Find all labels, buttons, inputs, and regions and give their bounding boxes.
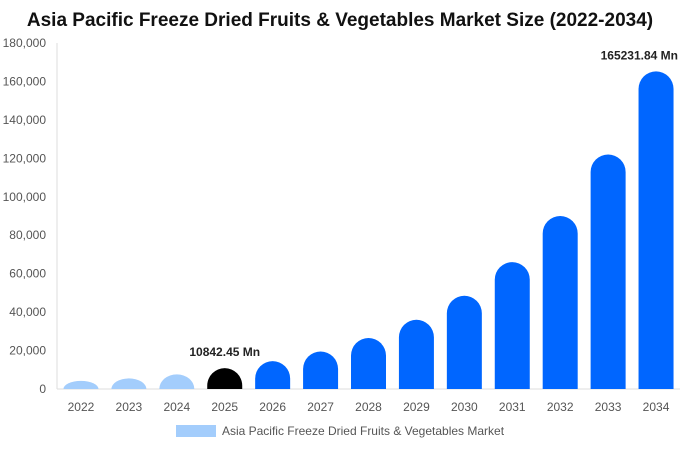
x-tick-label: 2023 (116, 400, 143, 414)
bar-2022 (63, 380, 99, 389)
x-tick-label: 2026 (259, 400, 286, 414)
y-tick-label: 0 (39, 382, 46, 396)
y-tick-label: 100,000 (3, 190, 47, 204)
data-label-2025: 10842.45 Mn (189, 345, 260, 359)
bar-2028 (351, 338, 386, 389)
bar-2033 (590, 154, 626, 389)
x-tick-label: 2022 (68, 400, 95, 414)
x-tick-label: 2024 (163, 400, 190, 414)
bar-2027 (303, 351, 339, 389)
x-tick-label: 2027 (307, 400, 334, 414)
y-tick-label: 140,000 (3, 113, 47, 127)
bar-2024 (159, 374, 195, 389)
x-tick-label: 2029 (403, 400, 430, 414)
y-tick-label: 20,000 (9, 344, 46, 358)
x-tick-label: 2028 (355, 400, 382, 414)
bar-2029 (398, 319, 434, 389)
data-label-2034: 165231.84 Mn (601, 48, 678, 62)
bar-2034 (638, 71, 674, 389)
legend-swatch (175, 425, 216, 437)
chart-title: Asia Pacific Freeze Dried Fruits & Veget… (26, 10, 654, 31)
bar-2032 (542, 216, 578, 389)
y-tick-label: 80,000 (9, 228, 46, 242)
y-tick-label: 40,000 (9, 305, 46, 319)
x-tick-label: 2033 (595, 400, 622, 414)
bar-2031 (494, 262, 530, 389)
x-tick-label: 2030 (451, 400, 478, 414)
y-tick-label: 160,000 (3, 74, 47, 88)
y-tick-label: 180,000 (3, 36, 47, 50)
y-tick-label: 60,000 (9, 267, 46, 281)
y-tick-label: 120,000 (3, 151, 47, 165)
bar-2026 (255, 361, 291, 389)
x-tick-label: 2034 (643, 400, 670, 414)
x-tick-label: 2031 (499, 400, 526, 414)
bar-2025 (207, 368, 243, 389)
legend: Asia Pacific Freeze Dried Fruits & Veget… (0, 424, 680, 438)
bar-2023 (111, 378, 147, 389)
bar-2030 (446, 295, 482, 389)
x-tick-label: 2032 (547, 400, 574, 414)
legend-label: Asia Pacific Freeze Dried Fruits & Veget… (221, 424, 505, 438)
x-tick-label: 2025 (211, 400, 238, 414)
